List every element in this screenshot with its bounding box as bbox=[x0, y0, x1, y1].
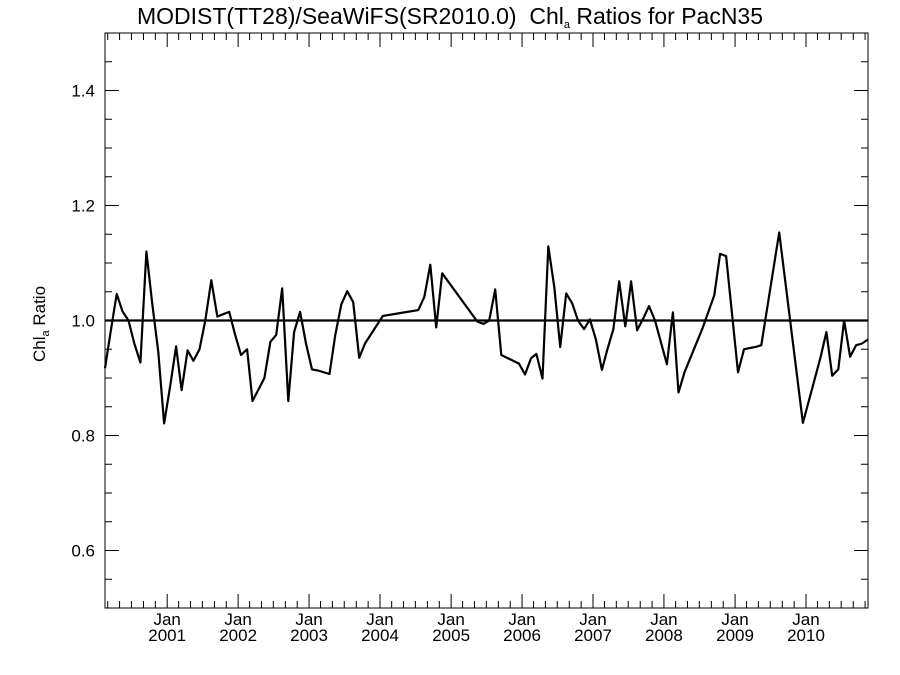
x-tick-month-label: Jan bbox=[508, 610, 535, 629]
chart-title: MODIST(TT28)/SeaWiFS(SR2010.0) Chla Rati… bbox=[136, 3, 764, 31]
x-tick-year-label: 2003 bbox=[290, 626, 328, 645]
x-tick-month-label: Jan bbox=[650, 610, 677, 629]
y-tick-label: 0.8 bbox=[71, 427, 95, 446]
ratio-series-line bbox=[103, 231, 869, 425]
x-tick-year-label: 2008 bbox=[645, 626, 683, 645]
y-tick-label: 0.6 bbox=[71, 542, 95, 561]
x-tick-year-label: 2006 bbox=[503, 626, 541, 645]
x-tick-year-label: 2004 bbox=[361, 626, 399, 645]
x-tick-month-label: Jan bbox=[792, 610, 819, 629]
x-tick-year-label: 2002 bbox=[219, 626, 257, 645]
x-tick-month-label: Jan bbox=[224, 610, 251, 629]
x-tick-year-label: 2001 bbox=[148, 626, 186, 645]
x-tick-month-label: Jan bbox=[579, 610, 606, 629]
y-tick-label: 1.4 bbox=[71, 82, 95, 101]
x-tick-month-label: Jan bbox=[721, 610, 748, 629]
x-tick-year-label: 2010 bbox=[787, 626, 825, 645]
y-tick-label: 1.0 bbox=[71, 312, 95, 331]
x-tick-year-label: 2009 bbox=[716, 626, 754, 645]
x-tick-year-label: 2007 bbox=[574, 626, 612, 645]
x-tick-month-label: Jan bbox=[295, 610, 322, 629]
x-tick-month-label: Jan bbox=[153, 610, 180, 629]
y-tick-label: 1.2 bbox=[71, 197, 95, 216]
x-tick-month-label: Jan bbox=[437, 610, 464, 629]
x-tick-month-label: Jan bbox=[366, 610, 393, 629]
x-tick-year-label: 2005 bbox=[432, 626, 470, 645]
